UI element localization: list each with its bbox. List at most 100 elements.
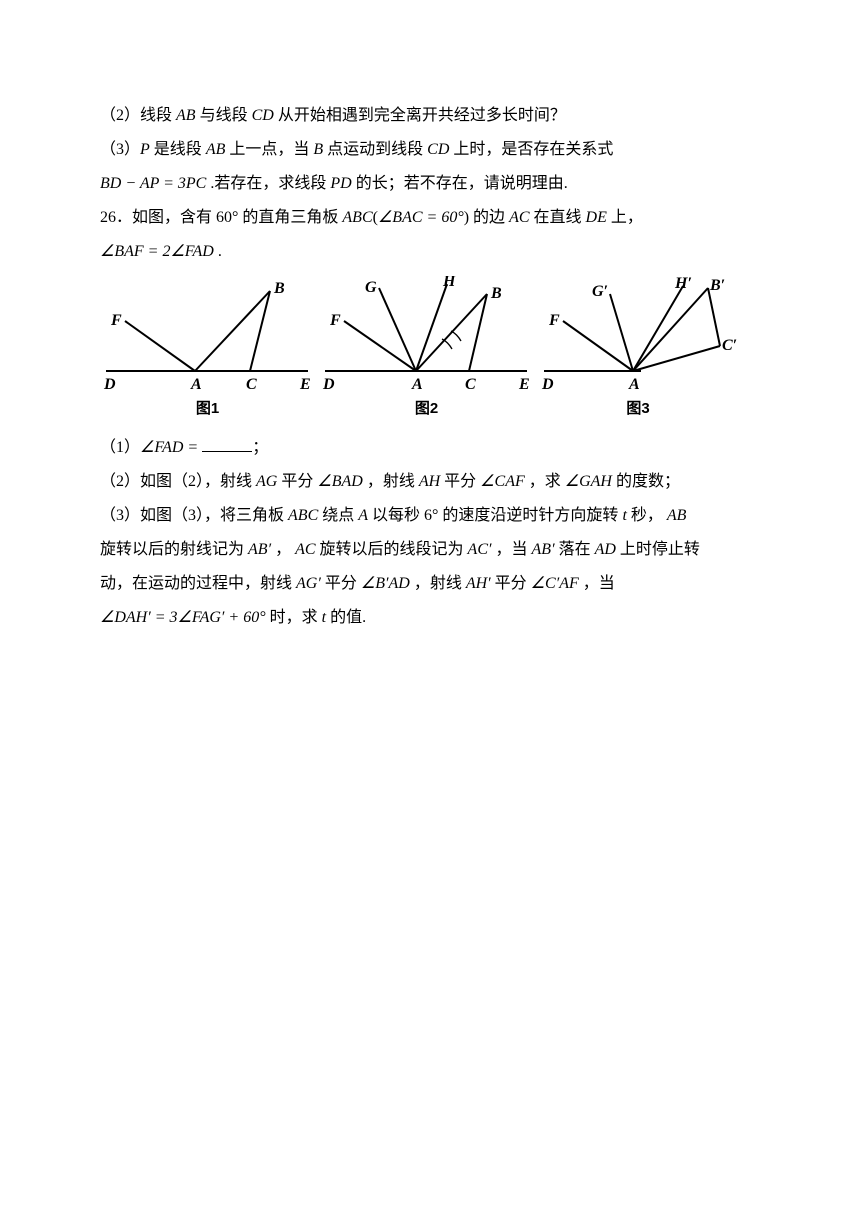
eq-DAHp: ∠DAH′ = 3∠FAG′ + 60°	[100, 609, 266, 626]
svg-text:E: E	[299, 376, 311, 393]
text: 动，在运动的过程中，射线	[100, 575, 296, 592]
svg-text:G′: G′	[592, 283, 608, 300]
ang-BpAD: ∠B′AD	[361, 575, 410, 592]
var-ABp: AB′	[248, 541, 271, 558]
blank-fill	[202, 433, 252, 452]
text: 上时，是否存在关系式	[449, 141, 613, 158]
svg-text:H: H	[442, 276, 456, 290]
eq-BAF-2FAD: ∠BAF = 2∠FAD	[100, 243, 214, 260]
svg-text:C: C	[246, 376, 257, 393]
text: 旋转以后的线段记为	[316, 541, 468, 558]
text: 的值.	[326, 609, 366, 626]
text: ，当	[492, 541, 532, 558]
q26-2: （2）如图（2），射线 AG 平分 ∠BAD ，射线 AH 平分 ∠CAF ，求…	[100, 466, 760, 498]
text: 点运动到线段	[323, 141, 427, 158]
svg-text:B: B	[273, 280, 285, 297]
svg-text:B: B	[490, 285, 502, 302]
text: 以每秒 6° 的速度沿逆时针方向旋转	[368, 507, 622, 524]
var-AHp: AH′	[466, 575, 491, 592]
var-AB: AB	[667, 507, 687, 524]
q26-3-line2: 旋转以后的射线记为 AB′ ， AC 旋转以后的线段记为 AC′ ，当 AB′ …	[100, 534, 760, 566]
svg-text:F: F	[110, 312, 122, 329]
svg-text:A: A	[628, 376, 640, 393]
var-ABC: ABC	[288, 507, 318, 524]
figure-2: D A C E B F G H 图2	[319, 276, 534, 424]
ang-GAH: ∠GAH	[565, 473, 612, 490]
var-PD: PD	[330, 175, 351, 192]
fig1-svg: DACEBF	[100, 276, 315, 396]
svg-text:E: E	[518, 376, 530, 393]
svg-text:F: F	[329, 312, 341, 329]
text: 旋转以后的射线记为	[100, 541, 248, 558]
fig1-label: 图1	[196, 394, 219, 424]
text: 上，	[607, 209, 643, 226]
fig2-svg: D A C E B F G H	[319, 276, 534, 396]
q26-3-line1: （3）如图（3），将三角板 ABC 绕点 A 以每秒 6° 的速度沿逆时针方向旋…	[100, 500, 760, 532]
var-AG: AG	[256, 473, 277, 490]
var-AC: AC	[509, 209, 529, 226]
svg-text:A: A	[411, 376, 423, 393]
var-AB: AB	[176, 107, 196, 124]
svg-text:D: D	[541, 376, 554, 393]
text: 26．如图，含有 60° 的直角三角板	[100, 209, 342, 226]
text: 平分	[491, 575, 531, 592]
q26-3-line3: 动，在运动的过程中，射线 AG′ 平分 ∠B′AD ，射线 AH′ 平分 ∠C′…	[100, 568, 760, 600]
ang-CpAF: ∠C′AF	[531, 575, 579, 592]
var-DE: DE	[586, 209, 607, 226]
var-AGp: AG′	[296, 575, 321, 592]
text: ；	[252, 439, 268, 456]
text: 上一点，当	[225, 141, 313, 158]
ang-BAD: ∠BAD	[317, 473, 362, 490]
var-P: P	[140, 141, 150, 158]
text: 的度数；	[612, 473, 680, 490]
svg-text:C′: C′	[722, 337, 737, 354]
ang-CAF: ∠CAF	[480, 473, 525, 490]
text: 与线段	[196, 107, 252, 124]
svg-text:H′: H′	[674, 276, 692, 292]
var-ABC: ABC	[342, 209, 372, 226]
fig3-svg: D A C′ B′ F G′ H′	[538, 276, 738, 396]
var-ACp: AC′	[468, 541, 492, 558]
figure-1: DACEBF 图1	[100, 276, 315, 424]
q25-3-line1: （3）P 是线段 AB 上一点，当 B 点运动到线段 CD 上时，是否存在关系式	[100, 134, 760, 166]
text: ，	[271, 541, 295, 558]
q26-3-line4: ∠DAH′ = 3∠FAG′ + 60° 时，求 t 的值.	[100, 602, 760, 634]
var-A: A	[358, 507, 368, 524]
var-CD: CD	[252, 107, 274, 124]
var-ABp: AB′	[532, 541, 555, 558]
text: 平分	[440, 473, 480, 490]
text: 落在	[555, 541, 595, 558]
text: （1）	[100, 439, 140, 456]
text: ，射线	[410, 575, 466, 592]
svg-text:D: D	[103, 376, 116, 393]
svg-text:C: C	[465, 376, 476, 393]
fig2-label: 图2	[415, 394, 438, 424]
text: （2）如图（2），射线	[100, 473, 256, 490]
svg-text:F: F	[548, 312, 560, 329]
text: 的长；若不存在，请说明理由.	[352, 175, 568, 192]
text: 平分	[321, 575, 361, 592]
svg-text:B′: B′	[709, 277, 725, 294]
q26-stem-line1: 26．如图，含有 60° 的直角三角板 ABC(∠BAC = 60°) 的边 A…	[100, 202, 760, 234]
var-AH: AH	[419, 473, 440, 490]
text: 的边	[469, 209, 509, 226]
svg-text:D: D	[322, 376, 335, 393]
text: 上时停止转	[616, 541, 700, 558]
eq-BD-AP-3PC: BD − AP = 3PC	[100, 175, 206, 192]
q25-2: （2）线段 AB 与线段 CD 从开始相遇到完全离开共经过多长时间？	[100, 100, 760, 132]
text: （3）如图（3），将三角板	[100, 507, 288, 524]
text: 绕点	[318, 507, 358, 524]
text: ，当	[579, 575, 615, 592]
var-AC: AC	[295, 541, 315, 558]
text: .	[214, 243, 222, 260]
figures-row: D A C E B F 图1 D A C E B F G H 图2 D A C′ B′ F G′ H′ 图3	[100, 276, 760, 424]
var-CD: CD	[427, 141, 449, 158]
ang-BAC-60: ∠BAC = 60°	[378, 209, 464, 226]
q25-3-line2: BD − AP = 3PC .若存在，求线段 PD 的长；若不存在，请说明理由.	[100, 168, 760, 200]
text: 秒，	[627, 507, 667, 524]
svg-text:G: G	[365, 279, 377, 296]
fig3-label: 图3	[626, 394, 649, 424]
q26-stem-line2: ∠BAF = 2∠FAD .	[100, 236, 760, 268]
text: 是线段	[150, 141, 206, 158]
text: .若存在，求线段	[206, 175, 330, 192]
